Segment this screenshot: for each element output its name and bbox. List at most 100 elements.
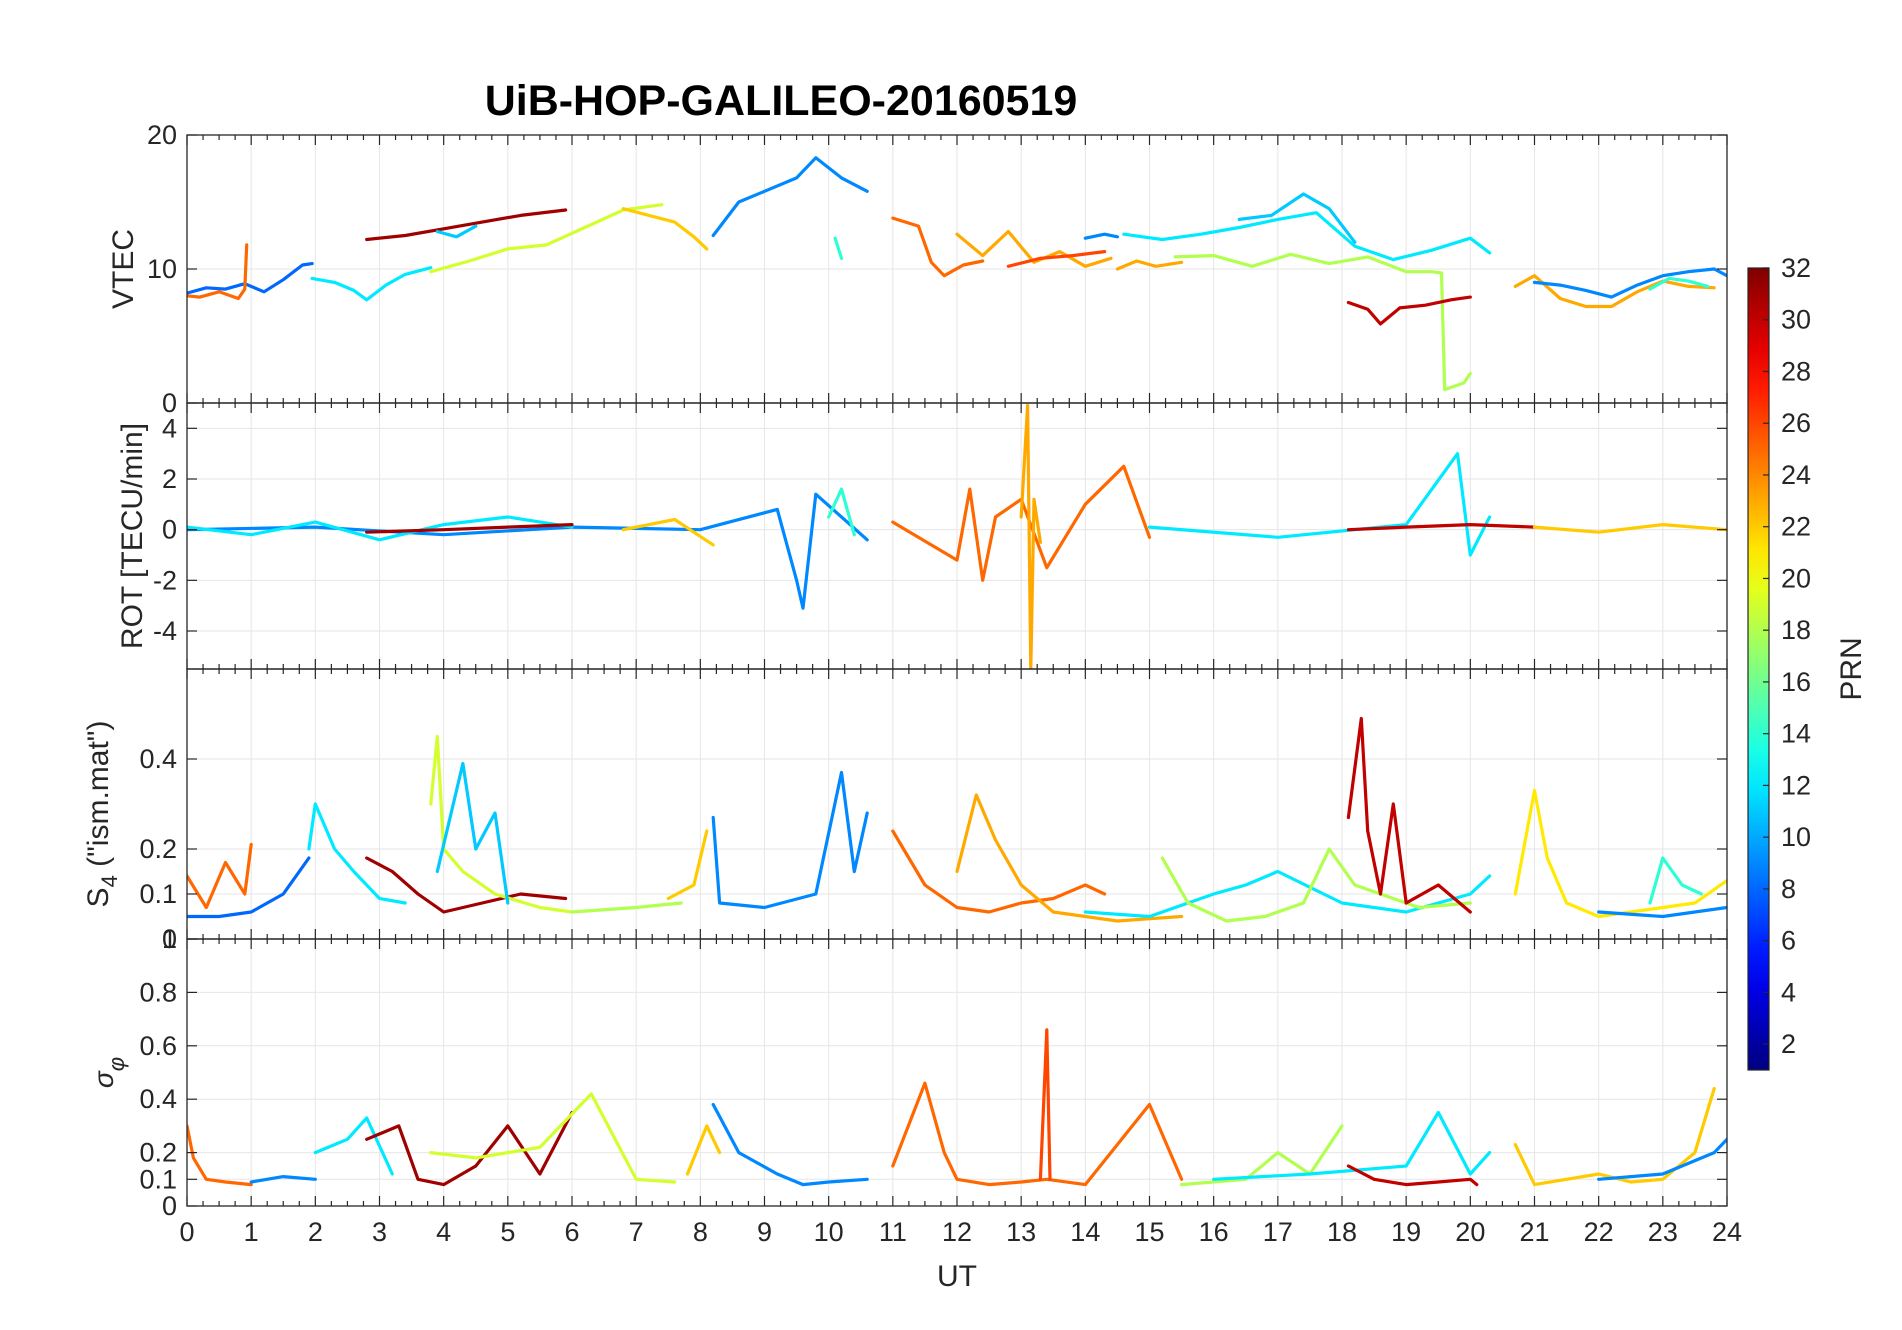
colorbar-label: PRN [1835, 637, 1868, 700]
x-tick-label: 20 [1455, 1217, 1485, 1247]
x-tick-label: 12 [942, 1217, 972, 1247]
y-tick-label: 0.1 [139, 1164, 177, 1194]
x-tick-label: 4 [436, 1217, 451, 1247]
series-line-prn-22 [621, 207, 709, 251]
colorbar-tick-label: 10 [1781, 822, 1811, 852]
y-tick-label: 0.2 [139, 834, 177, 864]
y-axis-label: σφ [88, 1057, 129, 1088]
series-line-prn-12 [307, 802, 407, 905]
colorbar-tick-label: 20 [1781, 563, 1811, 593]
gridlines [187, 939, 1727, 1206]
x-tick-label: 15 [1134, 1217, 1164, 1247]
series-line-prn-9 [1083, 232, 1119, 240]
series-line-prn-9 [1532, 267, 1727, 299]
series-line-prn-19 [429, 1092, 677, 1184]
colorbar-gradient [1747, 267, 1770, 1071]
x-tick-label: 13 [1006, 1217, 1036, 1247]
colorbar-tick-label: 18 [1781, 615, 1811, 645]
colorbar-tick-label: 12 [1781, 770, 1811, 800]
x-tick-label: 21 [1519, 1217, 1549, 1247]
series-line-prn-11 [1237, 192, 1357, 244]
x-tick-label: 6 [564, 1217, 579, 1247]
series-line-prn-11 [435, 224, 478, 239]
series-line-prn-14 [1648, 856, 1703, 905]
y-tick-label: 0.4 [139, 744, 177, 774]
series-line-prn-12 [310, 266, 433, 302]
y-axis-label: S4 ("ism.mat") [82, 721, 122, 908]
panel-sigma-phi: 00.10.20.40.60.810 1 2 3 4 5 6 7 8 9 10 11 12 13 14 15 1… [88, 924, 1742, 1293]
series-line-prn-25 [187, 842, 253, 910]
series-line-prn-31 [365, 208, 568, 242]
y-tick-label: 0.2 [139, 1138, 177, 1168]
x-tick-label: 19 [1391, 1217, 1421, 1247]
gridlines [187, 669, 1727, 939]
y-tick-label: 1 [162, 924, 177, 954]
x-tick-label: 14 [1070, 1217, 1100, 1247]
y-tick-label: 0 [162, 924, 177, 954]
y-tick-label: 0 [162, 388, 177, 418]
panel-vtec: 0 10 20 VTEC [107, 120, 1728, 418]
series-line-prn-22 [621, 517, 715, 547]
series-line-prn-14 [827, 487, 856, 537]
x-tick-label: 7 [629, 1217, 644, 1247]
series-group [187, 156, 1727, 392]
x-ticks [186, 135, 1728, 403]
series-group [187, 1028, 1727, 1187]
y-tick-label: -2 [153, 565, 177, 595]
series-line-prn-9 [711, 770, 869, 910]
series-line-prn-9 [1597, 1137, 1727, 1181]
series-line-prn-22 [685, 1124, 722, 1176]
x-tick-label: 3 [372, 1217, 387, 1247]
y-tick-label: 0.1 [139, 879, 177, 909]
series-line-prn-22 [666, 829, 709, 901]
series-line-prn-19 [429, 734, 574, 914]
x-tick-label: 5 [500, 1217, 515, 1247]
series-line-prn-8 [187, 856, 311, 919]
series-group [187, 716, 1727, 923]
x-tick-label: 24 [1712, 1217, 1742, 1247]
series-line-prn-31 [365, 856, 568, 914]
x-tick-label: 11 [879, 1217, 907, 1247]
chart-title: UiB-HOP-GALILEO-20160519 [485, 77, 1078, 125]
series-line-prn-25 [891, 464, 1152, 582]
y-tick-label: 10 [147, 254, 177, 284]
series-line-prn-25 [891, 1081, 1184, 1187]
series-line-prn-30 [1346, 295, 1472, 326]
series-line-prn-12 [313, 1116, 394, 1176]
y-tick-label: 20 [147, 120, 177, 150]
colorbar-tick-label: 2 [1781, 1029, 1796, 1059]
series-line-prn-18 [1173, 252, 1472, 392]
colorbar-tick-label: 6 [1781, 926, 1796, 956]
series-line-prn-12 [1212, 1110, 1492, 1181]
series-line-prn-25 [891, 216, 985, 278]
series-line-prn-23 [1115, 259, 1184, 271]
y-tick-label: -4 [153, 616, 177, 646]
series-line-prn-25 [187, 1124, 253, 1187]
x-ticks [186, 939, 1728, 1206]
series-line-prn-12 [1083, 869, 1492, 919]
gridlines [187, 403, 1727, 669]
panel-s4: 0 0.1 0.2 0.4 S4 ("ism.mat") [82, 668, 1728, 954]
y-tick-label: 0.8 [139, 977, 177, 1007]
y-tick-label: 0.4 [139, 1084, 177, 1114]
x-tick-label: 8 [693, 1217, 708, 1247]
y-axis-label: ROT [TECU/min] [116, 423, 149, 649]
x-tick-label: 16 [1199, 1217, 1229, 1247]
series-group [187, 403, 1727, 669]
x-tick-label: 1 [244, 1217, 259, 1247]
series-line-prn-25 [187, 243, 249, 301]
x-tick-label: 23 [1648, 1217, 1678, 1247]
y-tick-label: 0 [162, 1191, 177, 1221]
series-line-prn-8 [187, 262, 314, 295]
series-line-prn-30 [1346, 716, 1472, 914]
series-line-prn-18 [1180, 1124, 1344, 1187]
series-line-prn-9 [1597, 905, 1727, 919]
colorbar-tick-label: 8 [1781, 874, 1796, 904]
colorbar-tick-label: 26 [1781, 408, 1811, 438]
series-line-prn-19 [429, 203, 664, 274]
series-line-prn-9 [711, 156, 869, 238]
x-axis-label: UT [937, 1260, 977, 1293]
series-line-prn-25 [891, 829, 1107, 914]
colorbar-tick-label: 28 [1781, 356, 1811, 386]
